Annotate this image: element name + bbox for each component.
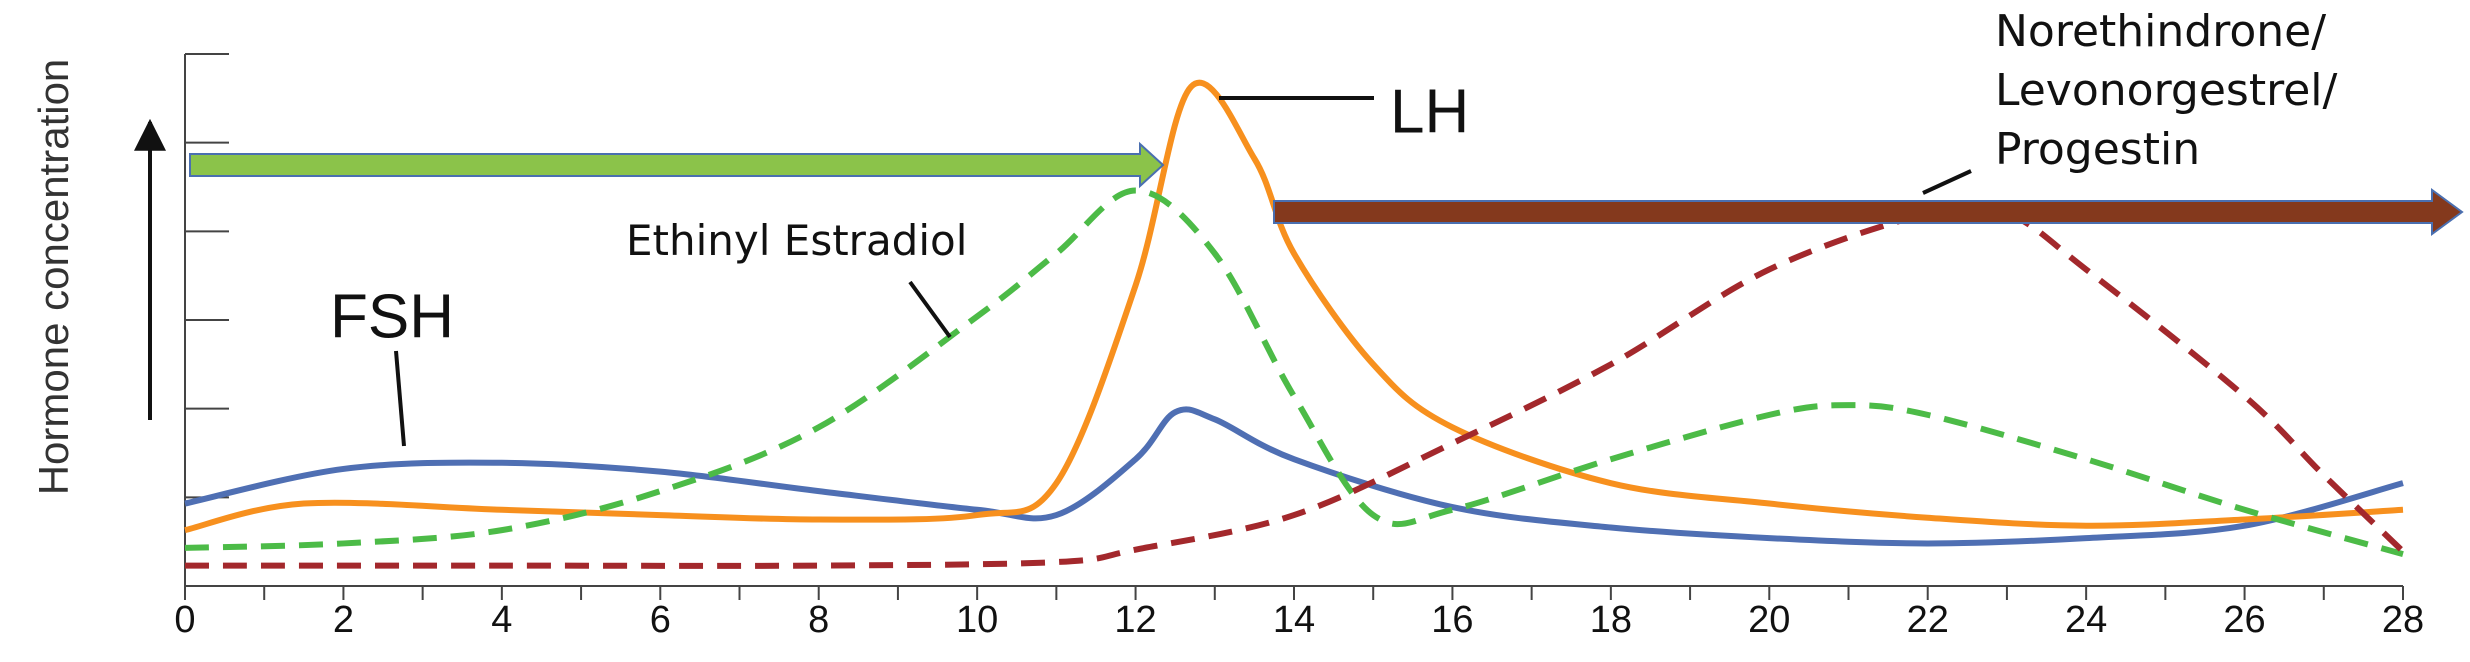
leader-line — [1922, 169, 1972, 195]
leader-line — [908, 280, 952, 339]
x-tick-label: 8 — [808, 599, 829, 641]
x-tick-label: 22 — [1907, 599, 1949, 641]
x-tick-label: 6 — [650, 599, 671, 641]
series-label: Norethindrone/ Levonorgestrel/ Progestin — [1995, 6, 2338, 175]
series-line — [184, 79, 2404, 534]
x-tick-label: 26 — [2223, 599, 2265, 641]
x-tick-label: 2 — [333, 599, 354, 641]
x-tick-label: 10 — [956, 599, 998, 641]
green-arrow — [189, 141, 1165, 189]
x-tick-label: 12 — [1114, 599, 1156, 641]
series-line — [184, 187, 2404, 557]
x-tick-label: 18 — [1590, 599, 1632, 641]
x-tick-label: 28 — [2382, 599, 2424, 641]
x-tick-label: 4 — [491, 599, 512, 641]
series-label: LH — [1390, 77, 1469, 146]
y-label: Hormone concentration — [30, 59, 77, 496]
x-tick-label: 14 — [1273, 599, 1315, 641]
series-label: FSH — [330, 282, 454, 351]
series-line — [184, 406, 2404, 547]
series-line — [185, 203, 2406, 569]
x-tick-label: 24 — [2065, 599, 2107, 641]
x-tick-label: 20 — [1748, 599, 1790, 641]
x-tick-label: 0 — [174, 599, 195, 641]
brown-arrow — [1273, 188, 2464, 236]
plot: 0 2 4 6 8 10 12 14 16 18 20 22 24 26 28 — [174, 53, 2424, 641]
x-tick-label: 16 — [1431, 599, 1473, 641]
leader-line — [394, 350, 406, 447]
series-label: Ethinyl Estradiol — [626, 216, 968, 265]
